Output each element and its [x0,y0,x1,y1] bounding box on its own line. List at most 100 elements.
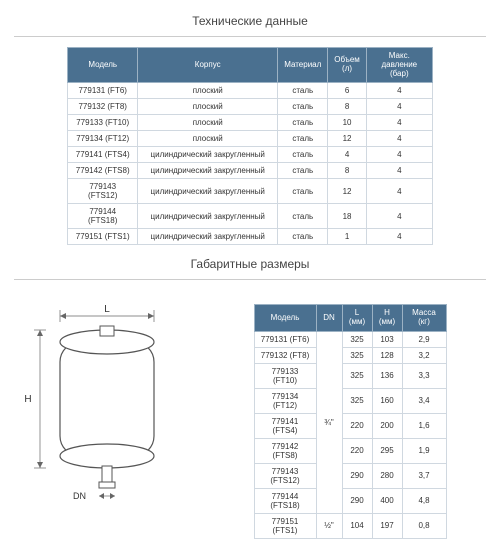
col-header: Модель [254,305,316,332]
cell: 4 [366,131,432,147]
cell: сталь [278,131,328,147]
cell: 779132 (FT8) [254,347,316,363]
label-H: H [24,394,31,405]
cell: сталь [278,229,328,245]
cell: цилиндрический закругленный [138,179,278,204]
cell: цилиндрический закругленный [138,229,278,245]
cell: плоский [138,99,278,115]
col-header: Модель [68,48,138,83]
cell: 12 [328,179,367,204]
cell: 104 [342,513,372,538]
cell: 128 [372,347,402,363]
cell: цилиндрический закругленный [138,147,278,163]
cell: сталь [278,83,328,99]
cell: 779141 (FTS4) [68,147,138,163]
cell: 136 [372,363,402,388]
cell: 779131 (FT6) [68,83,138,99]
table-row: 779143 (FTS12)2902803,7 [254,463,446,488]
col-header: Объем(л) [328,48,367,83]
cell: 6 [328,83,367,99]
cell: 779142 (FTS8) [254,438,316,463]
cell: 779143 (FTS12) [254,463,316,488]
divider-2 [14,279,486,280]
cell: 8 [328,99,367,115]
cell: 197 [372,513,402,538]
cell: 220 [342,438,372,463]
cell: 12 [328,131,367,147]
cell: 779141 (FTS4) [254,413,316,438]
table-row: 779132 (FT8)плоскийсталь84 [68,99,433,115]
cell: 3,4 [402,388,446,413]
cell: плоский [138,83,278,99]
cell: 160 [372,388,402,413]
cell: 3,3 [402,363,446,388]
table-row: 779142 (FTS8)2202951,9 [254,438,446,463]
cell: 4,8 [402,488,446,513]
cell: плоский [138,131,278,147]
cell: 779144 (FTS18) [68,204,138,229]
cell: 4 [366,99,432,115]
cell: сталь [278,147,328,163]
cell: 400 [372,488,402,513]
cell: 325 [342,347,372,363]
cell: 4 [366,204,432,229]
dims-title: Габаритные размеры [14,257,486,271]
cell: 779134 (FT12) [68,131,138,147]
cell: 779132 (FT8) [68,99,138,115]
col-header: Масса (кг) [402,305,446,332]
table-row: 779143 (FTS12)цилиндрический закругленны… [68,179,433,204]
cell-dn: ½" [316,513,342,538]
cell: 290 [342,488,372,513]
table-row: 779142 (FTS8)цилиндрический закругленный… [68,163,433,179]
cell: 10 [328,115,367,131]
table-row: 779131 (FT6)¾"3251032,9 [254,331,446,347]
label-DN: DN [73,491,86,500]
cell: 325 [342,331,372,347]
col-header: Макс. давление(бар) [366,48,432,83]
cell: 2,9 [402,331,446,347]
cell: 4 [366,83,432,99]
table-row: 779141 (FTS4)цилиндрический закругленный… [68,147,433,163]
cell: сталь [278,163,328,179]
table-row: 779134 (FT12)плоскийсталь124 [68,131,433,147]
cell: 220 [342,413,372,438]
col-header: L(мм) [342,305,372,332]
col-header: Корпус [138,48,278,83]
cell: 779151 (FTS1) [254,513,316,538]
col-header: Материал [278,48,328,83]
cell: сталь [278,99,328,115]
col-header: H(мм) [372,305,402,332]
cell: цилиндрический закругленный [138,163,278,179]
label-L: L [104,304,110,315]
cell: 103 [372,331,402,347]
cell: 779133 (FT10) [254,363,316,388]
cell: 325 [342,363,372,388]
cell: 8 [328,163,367,179]
cell: 4 [366,179,432,204]
cell: сталь [278,115,328,131]
cell: 4 [366,147,432,163]
cell: 280 [372,463,402,488]
table-row: 779144 (FTS18)2904004,8 [254,488,446,513]
cell: плоский [138,115,278,131]
cell: 779133 (FT10) [68,115,138,131]
cell-dn: ¾" [316,331,342,513]
tech-table: МодельКорпусМатериалОбъем(л)Макс. давлен… [67,47,433,245]
table-row: 779133 (FT10)плоскийсталь104 [68,115,433,131]
cell: 4 [366,229,432,245]
cell: 779142 (FTS8) [68,163,138,179]
cell: 4 [366,163,432,179]
table-row: 779132 (FT8)3251283,2 [254,347,446,363]
table-row: 779144 (FTS18)цилиндрический закругленны… [68,204,433,229]
table-row: 779134 (FT12)3251603,4 [254,388,446,413]
table-row: 779133 (FT10) 3251363,3 [254,363,446,388]
cell: 779134 (FT12) [254,388,316,413]
cell: цилиндрический закругленный [138,204,278,229]
divider-1 [14,36,486,37]
cell: 3,7 [402,463,446,488]
cell: сталь [278,204,328,229]
cell: 779131 (FT6) [254,331,316,347]
table-row: 779151 (FTS1)цилиндрический закругленный… [68,229,433,245]
dims-table: МодельDNL(мм)H(мм)Масса (кг)779131 (FT6)… [254,304,447,539]
cell: 4 [328,147,367,163]
